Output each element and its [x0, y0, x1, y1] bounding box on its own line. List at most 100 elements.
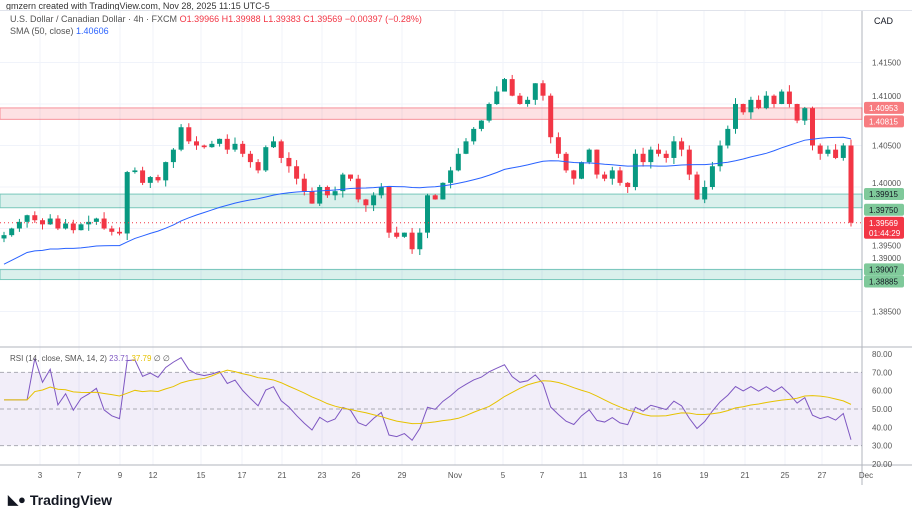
candle-body	[194, 141, 199, 146]
countdown-label: 01:44:29	[869, 229, 901, 238]
candle-body	[786, 91, 792, 104]
zone-bottom-label-bg	[864, 203, 904, 216]
candle-body	[401, 232, 407, 237]
candle-body	[594, 149, 600, 175]
candle-body	[317, 187, 323, 204]
rsi-label: RSI (14, close, SMA, 14, 2)	[10, 354, 107, 363]
candle-body	[355, 178, 361, 200]
candle-body	[386, 187, 392, 233]
candle-body	[640, 153, 646, 163]
time-tick-label: Dec	[859, 471, 873, 480]
candle-body	[240, 143, 246, 154]
candle-body	[209, 143, 215, 148]
candle-body	[324, 187, 330, 196]
zone-bottom-label: 1.38885	[869, 278, 898, 287]
rsi-tick-label: 70.00	[872, 368, 893, 377]
zone-top-label: 1.39915	[869, 190, 898, 199]
candle-body	[247, 153, 253, 163]
rsi-tick-label: 20.00	[872, 460, 893, 469]
candle-body	[802, 108, 808, 121]
ohlc-change: −0.00397 (−0.28%)	[344, 14, 422, 24]
time-tick-label: 26	[352, 471, 361, 480]
tradingview-logo[interactable]: ◣● TradingView	[8, 492, 112, 508]
time-tick-label: 21	[741, 471, 750, 480]
candle-body	[394, 232, 400, 237]
candle-body	[294, 166, 300, 179]
candle-body	[517, 95, 523, 104]
candle-body	[779, 91, 785, 104]
zone-bottom-label-bg	[864, 115, 904, 128]
candle-body	[301, 178, 307, 192]
candle-body	[840, 145, 846, 158]
price-tick-label: 1.38500	[872, 308, 901, 317]
candle-body	[733, 104, 738, 129]
price-tick-label: 1.39000	[872, 254, 901, 263]
credit-text: gmzern created with TradingView.com, Nov…	[6, 1, 270, 11]
time-tick-label: Nov	[448, 471, 462, 480]
candle-body	[1, 235, 7, 239]
candle-body	[509, 79, 515, 96]
candle-body	[502, 79, 507, 92]
candle-body	[186, 127, 192, 142]
candle-body	[540, 83, 546, 96]
rsi-tick-label: 50.00	[872, 405, 893, 414]
sma-line	[3, 136, 852, 265]
candle-body	[632, 153, 638, 187]
candle-body	[648, 149, 654, 163]
candle-body	[425, 195, 430, 233]
candle-body	[455, 153, 461, 171]
ohlc-low: L1.39383	[263, 14, 301, 24]
candle-body	[255, 162, 261, 171]
rsi-tick-label: 40.00	[872, 423, 893, 432]
rsi-tick-label: 30.00	[872, 442, 893, 451]
candle-body	[101, 218, 107, 229]
zone-support	[0, 193, 863, 209]
candle-body	[548, 95, 554, 138]
time-tick-label: 3	[38, 471, 43, 480]
tradingview-logo-icon: ◣●	[8, 492, 26, 507]
candle-body	[432, 195, 438, 200]
time-tick-label: 17	[238, 471, 247, 480]
zone-top-label-bg	[864, 188, 904, 201]
candle-body	[140, 170, 146, 183]
candle-body	[478, 120, 484, 129]
time-tick-label: 13	[619, 471, 628, 480]
candle-body	[348, 174, 353, 179]
candle-body	[278, 141, 284, 158]
candle-body	[409, 232, 415, 250]
candle-body	[694, 174, 700, 200]
rsi-legend[interactable]: RSI (14, close, SMA, 14, 2) 23.71 37.79 …	[10, 354, 170, 363]
candle-body	[224, 138, 230, 150]
candle-body	[16, 221, 22, 229]
zone-top-label: 1.39007	[869, 265, 898, 274]
candle-body	[363, 199, 369, 206]
candle-body	[532, 83, 538, 100]
symbol-title[interactable]: U.S. Dollar / Canadian Dollar · 4h · FXC…	[10, 14, 178, 24]
time-tick-label: 23	[318, 471, 327, 480]
candle-body	[332, 191, 338, 196]
candle-body	[494, 91, 500, 104]
time-tick-label: 19	[700, 471, 709, 480]
candle-body	[132, 170, 138, 173]
rsi-value: 23.71	[109, 354, 130, 363]
candle-body	[286, 157, 292, 167]
time-tick-label: 25	[781, 471, 790, 480]
zone-bottom-label: 1.39750	[869, 206, 898, 215]
zone-top-label-bg	[864, 263, 904, 276]
candle-body	[833, 149, 839, 158]
candle-body	[55, 218, 61, 229]
candle-body	[78, 224, 84, 231]
sma-legend[interactable]: SMA (50, close) 1.40606	[10, 26, 109, 36]
time-tick-label: 11	[579, 471, 588, 480]
sma-label: SMA (50, close)	[10, 26, 74, 36]
candle-body	[463, 141, 469, 154]
price-tick-label: 1.41000	[872, 92, 901, 101]
candle-body	[717, 145, 723, 167]
time-tick-label: 7	[540, 471, 545, 480]
candle-body	[825, 149, 831, 154]
candle-body	[810, 108, 815, 146]
rsi-tick-label: 60.00	[872, 387, 893, 396]
candle-body	[217, 138, 223, 144]
rsi-sma-value: 37.79	[131, 354, 152, 363]
